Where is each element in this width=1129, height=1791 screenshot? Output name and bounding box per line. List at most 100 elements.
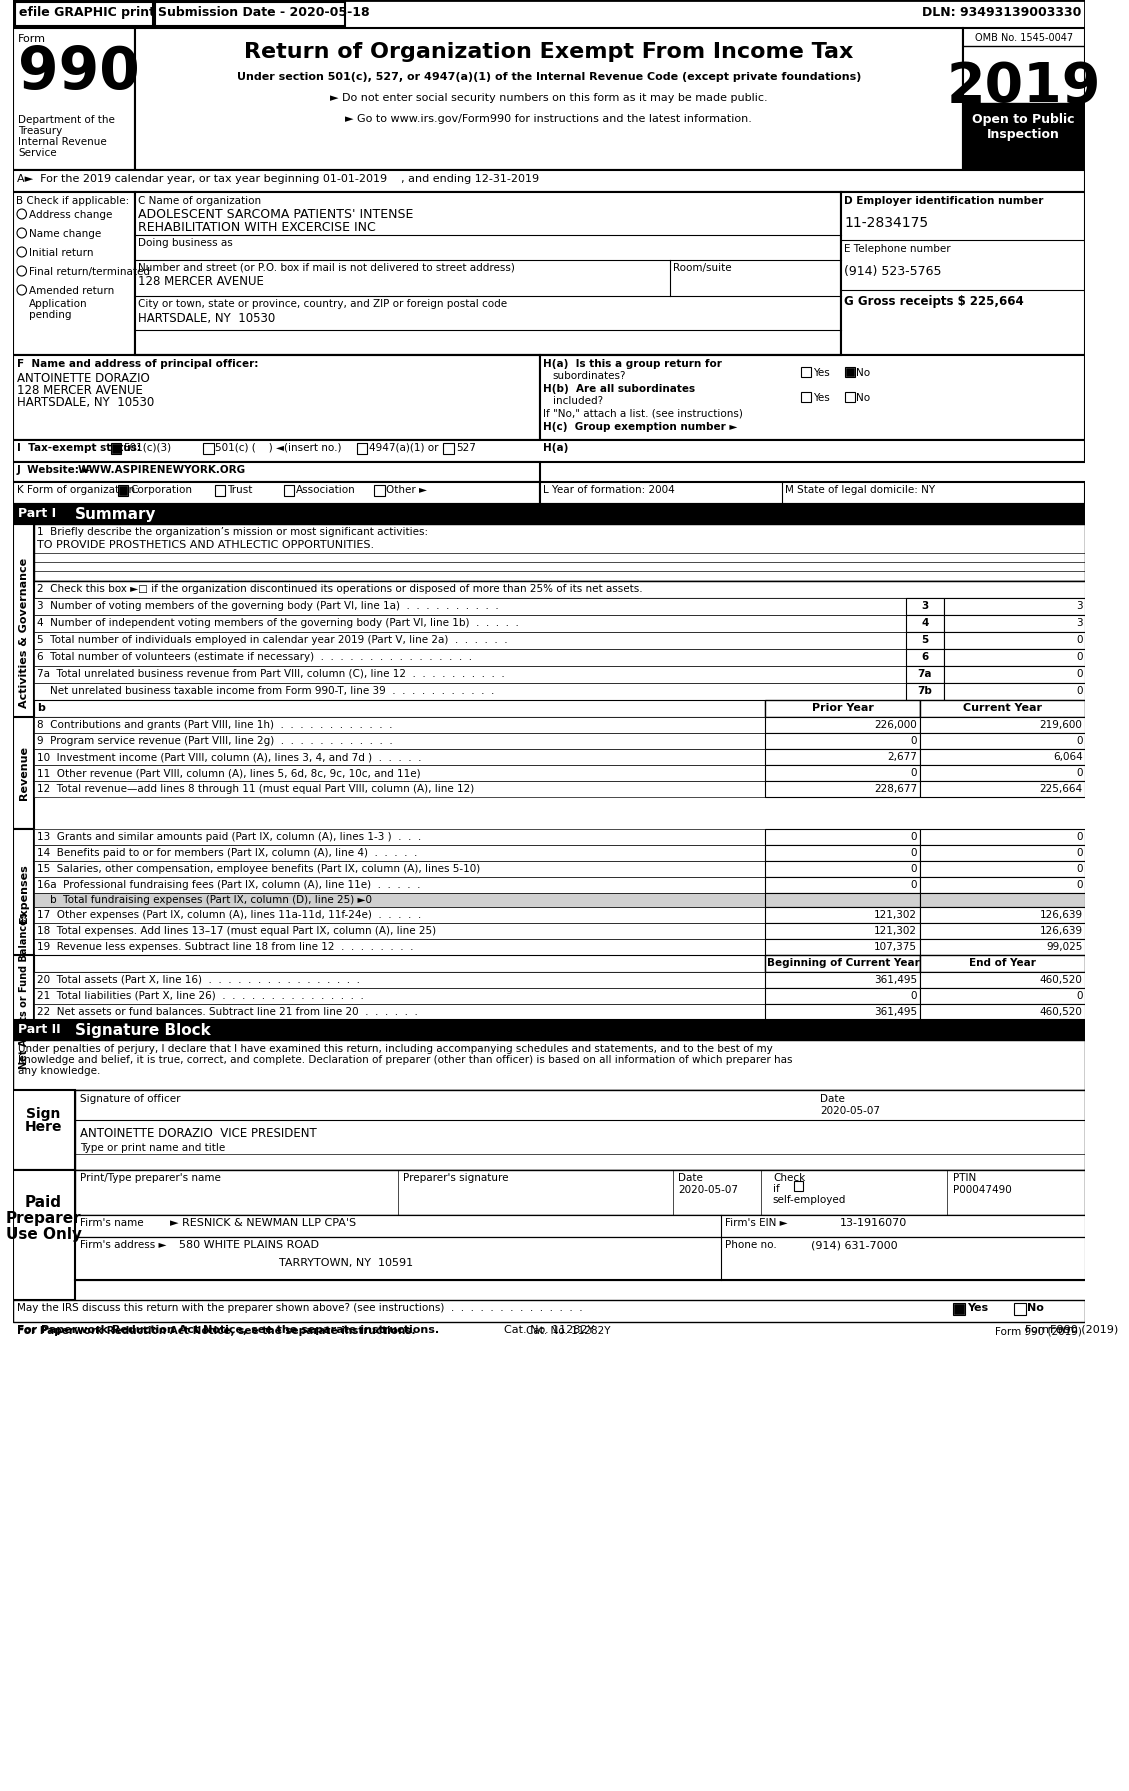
Bar	[75, 1214, 1085, 1238]
Bar	[155, 2, 344, 27]
Text: Form: Form	[1050, 1325, 1082, 1334]
Bar	[14, 170, 1085, 192]
Bar	[765, 973, 920, 989]
Bar	[905, 614, 944, 632]
Text: Yes: Yes	[813, 392, 830, 403]
Text: Signature of officer: Signature of officer	[80, 1094, 181, 1103]
Bar	[905, 666, 944, 682]
Text: Address change: Address change	[29, 210, 113, 220]
Text: No: No	[1027, 1304, 1044, 1313]
Text: Initial return: Initial return	[29, 247, 94, 258]
Text: If "No," attach a list. (see instructions): If "No," attach a list. (see instruction…	[543, 408, 743, 417]
Text: Here: Here	[25, 1119, 62, 1134]
Text: 460,520: 460,520	[1040, 1007, 1083, 1017]
Text: M State of legal domicile: NY: M State of legal domicile: NY	[786, 485, 936, 494]
Text: knowledge and belief, it is true, correct, and complete. Declaration of preparer: knowledge and belief, it is true, correc…	[18, 1055, 793, 1066]
Text: Net unrelated business taxable income from Form 990-T, line 39  .  .  .  .  .  .: Net unrelated business taxable income fr…	[37, 686, 495, 697]
Text: 3: 3	[921, 602, 928, 611]
Bar	[944, 598, 1085, 614]
Text: subordinates?: subordinates?	[552, 371, 627, 381]
Text: HARTSDALE, NY  10530: HARTSDALE, NY 10530	[138, 312, 274, 324]
Bar	[765, 749, 920, 765]
Text: Yes: Yes	[813, 367, 830, 378]
Bar	[944, 648, 1085, 666]
Bar	[34, 525, 1085, 580]
Text: Firm's name: Firm's name	[80, 1218, 143, 1229]
Text: Service: Service	[18, 149, 56, 158]
Text: 17  Other expenses (Part IX, column (A), lines 11a-11d, 11f-24e)  .  .  .  .  .: 17 Other expenses (Part IX, column (A), …	[37, 910, 421, 921]
Text: Expenses: Expenses	[19, 865, 28, 924]
Bar	[765, 733, 920, 749]
Text: Number and street (or P.O. box if mail is not delivered to street address): Number and street (or P.O. box if mail i…	[138, 263, 515, 272]
Text: 501(c)(3): 501(c)(3)	[123, 442, 172, 453]
Text: Use Only: Use Only	[6, 1227, 81, 1241]
Bar	[765, 989, 920, 1005]
Text: Form: Form	[18, 34, 46, 45]
Text: pending: pending	[29, 310, 72, 321]
Text: 527: 527	[456, 442, 475, 453]
Bar	[14, 1170, 75, 1300]
Text: Activities & Governance: Activities & Governance	[19, 559, 28, 707]
Text: 4947(a)(1) or: 4947(a)(1) or	[369, 442, 439, 453]
Bar	[34, 906, 765, 922]
Text: b: b	[37, 704, 45, 713]
Text: 4  Number of independent voting members of the governing body (Part VI, line 1b): 4 Number of independent voting members o…	[37, 618, 519, 629]
Text: 2,677: 2,677	[887, 752, 917, 761]
Text: 107,375: 107,375	[874, 942, 917, 953]
Bar	[34, 861, 765, 878]
Text: F  Name and address of principal officer:: F Name and address of principal officer:	[17, 358, 259, 369]
Circle shape	[17, 227, 26, 238]
Text: Summary: Summary	[75, 507, 157, 521]
Text: 0: 0	[1076, 879, 1083, 890]
Bar	[920, 781, 1085, 797]
Text: Beginning of Current Year: Beginning of Current Year	[767, 958, 919, 967]
Bar	[765, 906, 920, 922]
Text: For Paperwork Reduction Act Notice, see the separate instructions.: For Paperwork Reduction Act Notice, see …	[17, 1325, 439, 1334]
Text: 11  Other revenue (Part VIII, column (A), lines 5, 6d, 8c, 9c, 10c, and 11e): 11 Other revenue (Part VIII, column (A),…	[37, 768, 421, 777]
Bar	[905, 682, 944, 700]
Text: 0: 0	[1076, 768, 1083, 777]
Text: ► Go to www.irs.gov/Form990 for instructions and the latest information.: ► Go to www.irs.gov/Form990 for instruct…	[345, 115, 752, 124]
Text: 228,677: 228,677	[874, 784, 917, 793]
Bar	[34, 973, 765, 989]
Text: ADOLESCENT SARCOMA PATIENTS' INTENSE: ADOLESCENT SARCOMA PATIENTS' INTENSE	[138, 208, 413, 220]
Bar	[34, 716, 765, 733]
Text: 6,064: 6,064	[1052, 752, 1083, 761]
Circle shape	[17, 247, 26, 256]
Bar	[14, 716, 34, 829]
Text: REHABILITATION WITH EXCERCISE INC: REHABILITATION WITH EXCERCISE INC	[138, 220, 375, 235]
Text: Association: Association	[296, 485, 356, 494]
Bar	[1014, 1304, 1025, 1315]
Text: Type or print name and title: Type or print name and title	[80, 1143, 225, 1153]
Text: 126,639: 126,639	[1040, 926, 1083, 937]
Bar	[34, 598, 905, 614]
Bar	[34, 938, 765, 955]
Text: 4: 4	[921, 618, 928, 629]
Bar	[765, 938, 920, 955]
Text: Internal Revenue: Internal Revenue	[18, 136, 107, 147]
Text: H(a)  Is this a group return for: H(a) Is this a group return for	[543, 358, 721, 369]
Text: Amended return: Amended return	[29, 287, 115, 296]
Bar	[15, 2, 152, 27]
Bar	[920, 989, 1085, 1005]
Bar	[34, 648, 905, 666]
Text: C Name of organization: C Name of organization	[138, 195, 261, 206]
Bar	[34, 894, 765, 906]
Text: 0: 0	[911, 736, 917, 747]
Bar	[34, 955, 765, 973]
Text: Current Year: Current Year	[963, 704, 1042, 713]
Text: H(b)  Are all subordinates: H(b) Are all subordinates	[543, 383, 695, 394]
Bar	[34, 700, 765, 716]
Bar	[14, 525, 34, 741]
Text: (914) 631-7000: (914) 631-7000	[811, 1239, 898, 1250]
Text: Firm's address ►: Firm's address ►	[80, 1239, 166, 1250]
Bar	[920, 955, 1085, 973]
Bar	[34, 632, 905, 648]
Bar	[111, 442, 122, 453]
Bar	[14, 462, 541, 482]
Text: Final return/terminated: Final return/terminated	[29, 267, 150, 278]
Text: Return of Organization Exempt From Income Tax: Return of Organization Exempt From Incom…	[244, 41, 854, 63]
Text: TO PROVIDE PROSTHETICS AND ATHLECTIC OPPORTUNITIES.: TO PROVIDE PROSTHETICS AND ATHLECTIC OPP…	[37, 541, 374, 550]
Bar	[765, 922, 920, 938]
Bar	[944, 614, 1085, 632]
